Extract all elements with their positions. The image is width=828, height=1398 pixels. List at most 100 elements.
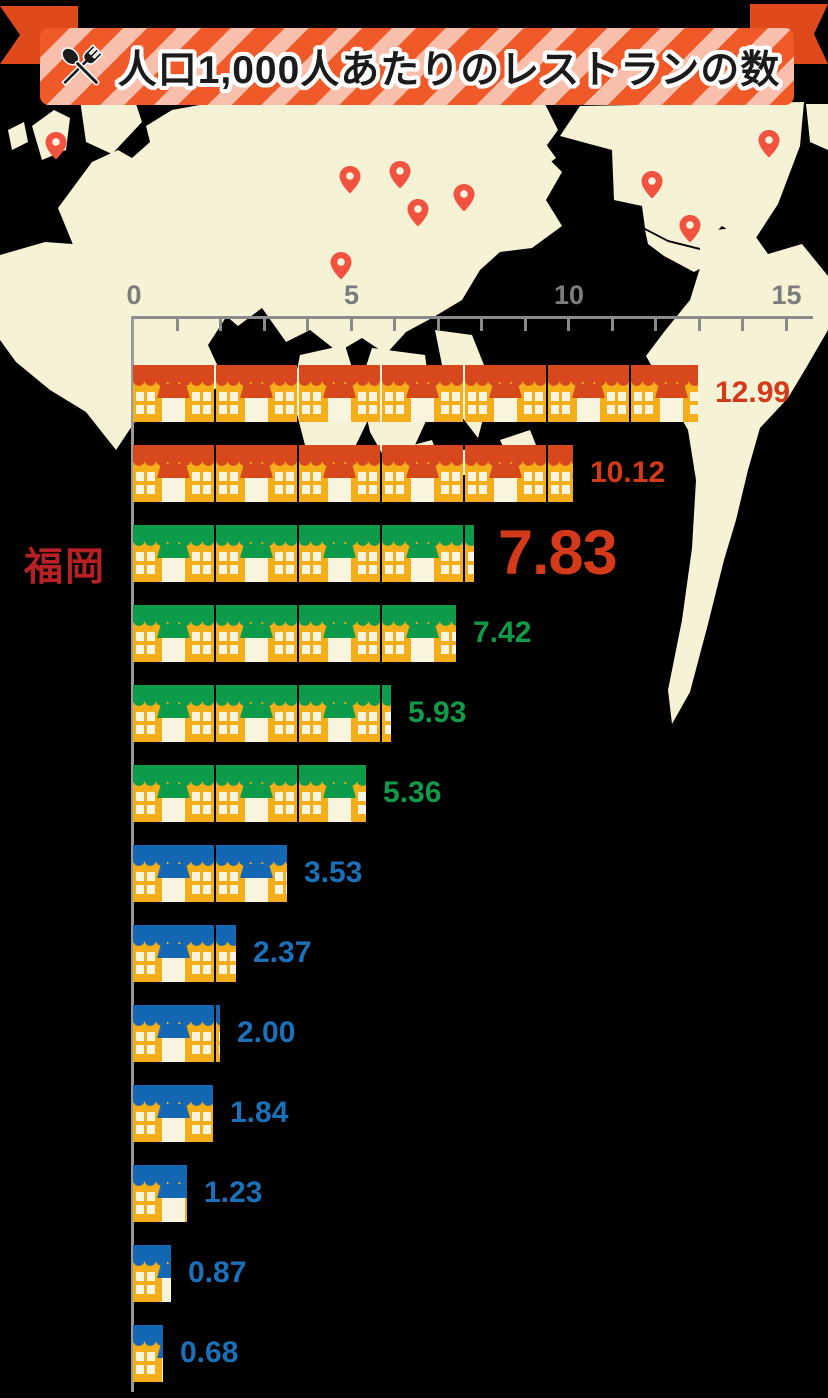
- restaurant-house-icon: [133, 605, 215, 662]
- map-scandinavia: [80, 92, 142, 154]
- bar-row: [133, 685, 391, 742]
- x-axis-tick: [610, 318, 614, 331]
- restaurant-house-icon: [216, 445, 298, 502]
- bar-row: [133, 365, 698, 422]
- x-axis-tick: [741, 318, 744, 331]
- location-pin-icon: [45, 132, 67, 160]
- location-pin-icon: [330, 252, 352, 280]
- restaurant-house-icon: [548, 445, 573, 502]
- bar-row: [133, 1005, 220, 1062]
- location-pin-icon: [679, 215, 701, 243]
- bar-value-label: 3.53: [304, 856, 363, 889]
- restaurant-house-icon: [299, 765, 366, 822]
- x-axis-tick: [480, 318, 483, 331]
- restaurant-house-icon: [133, 925, 215, 982]
- x-axis-tick-label: 15: [771, 280, 802, 310]
- restaurant-house-icon: [133, 1085, 213, 1142]
- restaurant-house-icon: [216, 685, 298, 742]
- x-axis-tick: [436, 318, 440, 331]
- map-ireland: [8, 122, 28, 150]
- x-axis-tick-label: 0: [126, 280, 142, 310]
- restaurant-house-icon: [299, 445, 381, 502]
- restaurant-house-icon: [382, 445, 464, 502]
- map-island: [516, 136, 556, 176]
- restaurant-house-icon: [216, 365, 298, 422]
- restaurant-house-icon: [465, 365, 547, 422]
- map-north-america: [560, 102, 804, 248]
- chart-title: 人口1,000人あたりのレストランの数: [117, 48, 781, 92]
- bar-row: [133, 445, 573, 502]
- highlight-row-label: 福岡: [24, 546, 107, 589]
- restaurant-house-icon: [133, 365, 215, 422]
- restaurant-house-icon: [299, 605, 381, 662]
- map-south-america: [646, 226, 828, 724]
- restaurant-house-icon: [216, 525, 298, 582]
- restaurant-house-icon: [133, 1245, 171, 1302]
- bar-value-label: 5.36: [383, 776, 442, 809]
- restaurant-house-icon: [216, 605, 298, 662]
- restaurant-house-icon: [631, 365, 698, 422]
- bar-value-label: 7.83: [498, 518, 618, 588]
- x-axis-tick-label: 10: [553, 280, 585, 310]
- map-japan-north: [450, 150, 478, 192]
- x-axis-tick: [349, 318, 353, 331]
- x-axis-tick: [697, 318, 701, 331]
- crossed-spoon-fork-icon: [60, 43, 104, 86]
- star-icon: [298, 582, 312, 601]
- restaurant-house-icon: [216, 1005, 220, 1062]
- bar-value-label: 2.37: [253, 936, 312, 969]
- restaurant-house-icon: [548, 365, 630, 422]
- restaurant-house-icon: [216, 845, 287, 902]
- bar-value-label: 0.87: [188, 1256, 247, 1289]
- bar-value-label: 2.00: [237, 1016, 296, 1049]
- restaurant-house-icon: [133, 845, 215, 902]
- star-icon: [190, 505, 208, 528]
- bar-value-label: 1.84: [230, 1096, 289, 1129]
- map-greenland: [806, 104, 828, 150]
- x-axis-tick: [654, 318, 657, 331]
- bar-row: [133, 525, 474, 582]
- y-axis-line: [131, 316, 134, 1392]
- restaurant-house-icon: [133, 525, 215, 582]
- bar-row: [133, 845, 287, 902]
- location-pin-icon: [641, 171, 663, 199]
- bar-value-label: 7.42: [473, 616, 532, 649]
- bar-value-label: 0.68: [180, 1336, 239, 1369]
- restaurant-house-icon: [133, 445, 215, 502]
- restaurant-house-icon: [216, 925, 236, 982]
- x-axis-line: [133, 316, 813, 319]
- x-axis-tick-label: 5: [343, 280, 360, 310]
- location-pin-icon: [758, 130, 780, 158]
- location-pin-icon: [453, 184, 475, 212]
- x-axis-tick: [306, 318, 309, 331]
- x-axis-tick: [219, 318, 222, 331]
- bar-row: [133, 605, 456, 662]
- restaurant-house-icon: [216, 765, 298, 822]
- bar-value-label: 1.23: [204, 1176, 263, 1209]
- x-axis-tick: [784, 318, 788, 331]
- bar-row: [133, 1245, 171, 1302]
- restaurant-house-icon: [299, 525, 381, 582]
- restaurant-house-icon: [133, 1005, 215, 1062]
- restaurant-house-icon: [382, 525, 464, 582]
- restaurant-house-icon: [382, 685, 391, 742]
- bar-row: [133, 925, 236, 982]
- bar-value-label: 5.93: [408, 696, 467, 729]
- restaurant-house-icon: [299, 365, 381, 422]
- title-banner: 人口1,000人あたりのレストランの数: [40, 28, 794, 105]
- bar-row: [133, 765, 366, 822]
- restaurant-house-icon: [465, 525, 474, 582]
- x-axis-tick: [523, 318, 527, 331]
- bar-row: [133, 1325, 163, 1382]
- bar-value-label: 12.99: [715, 376, 791, 409]
- restaurant-house-icon: [299, 685, 381, 742]
- x-axis-tick: [567, 318, 570, 331]
- restaurant-house-icon: [133, 1165, 187, 1222]
- restaurant-house-icon: [382, 365, 464, 422]
- bar-row: [133, 1165, 187, 1222]
- restaurant-house-icon: [465, 445, 547, 502]
- location-pin-icon: [339, 166, 361, 194]
- map-central-america: [645, 230, 712, 272]
- star-icon: [379, 505, 399, 530]
